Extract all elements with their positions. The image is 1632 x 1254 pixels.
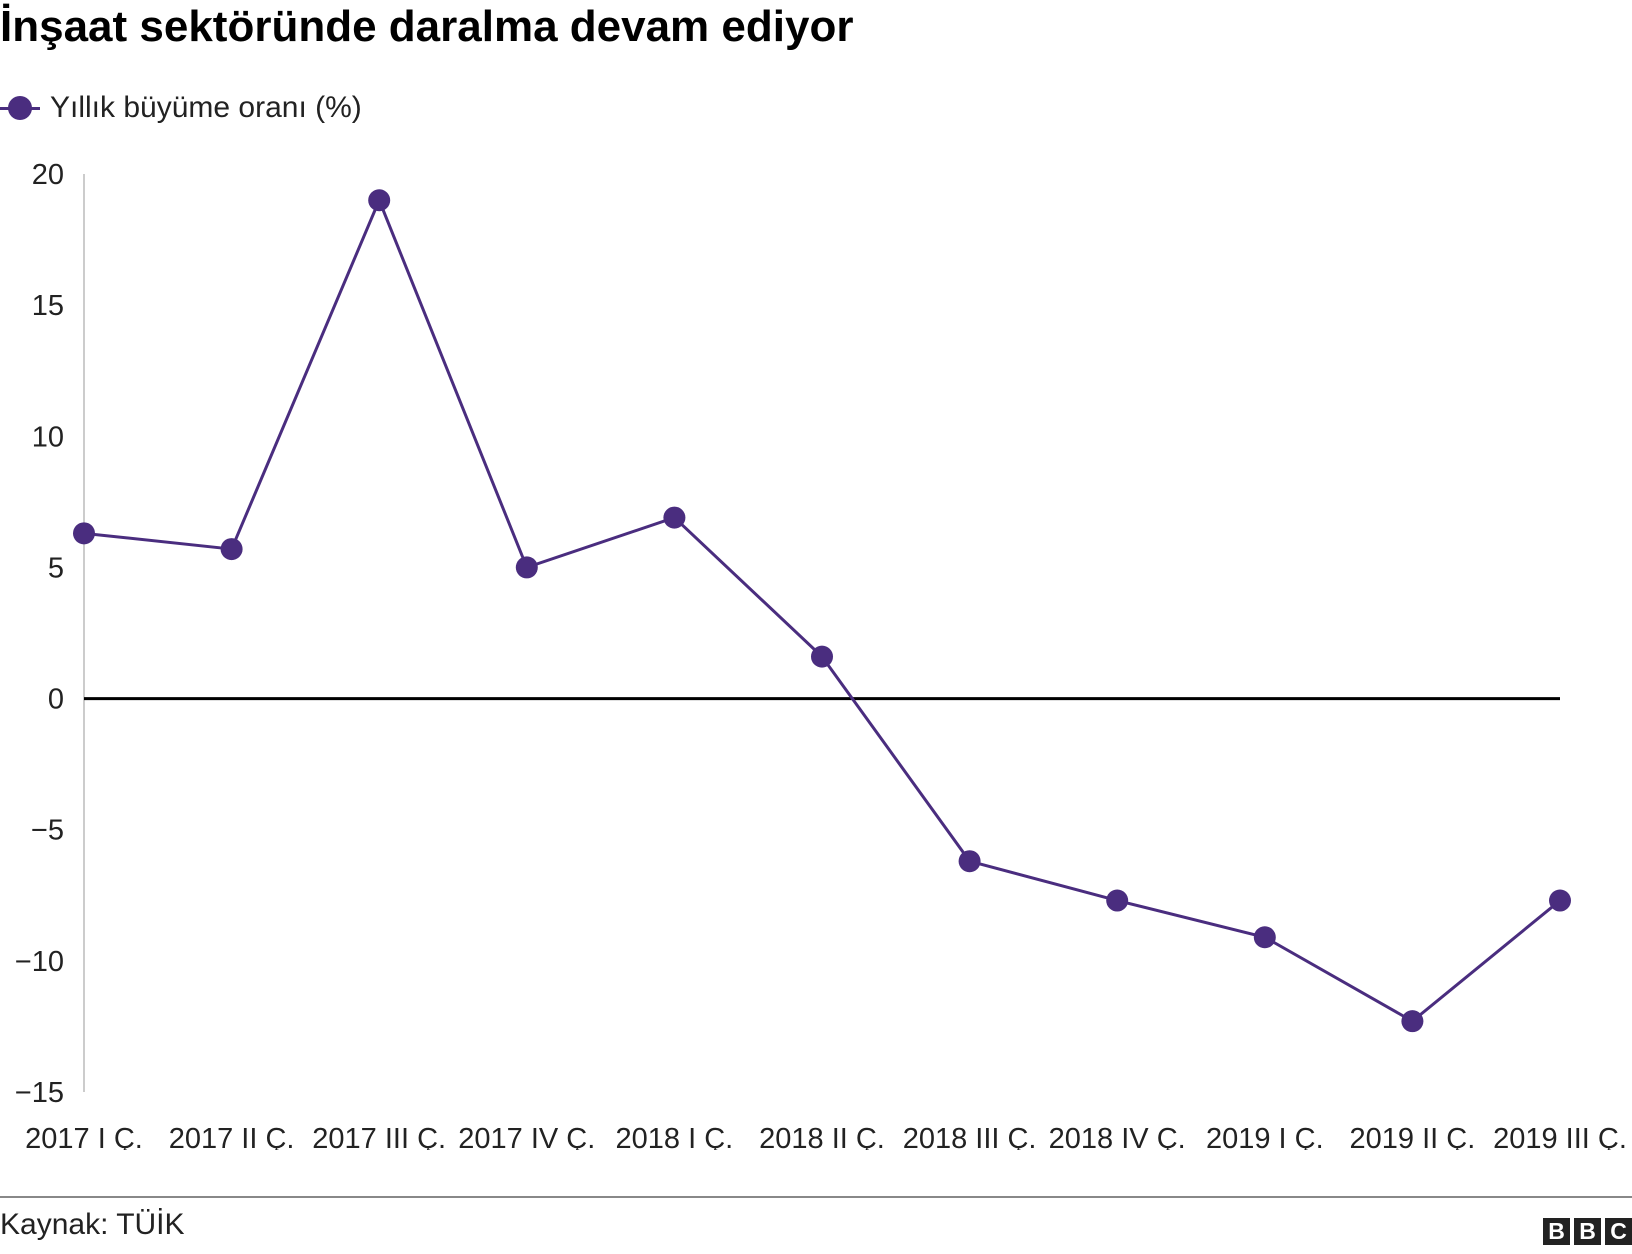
series-line xyxy=(83,196,1561,1023)
x-tick-label: 2017 III Ç. xyxy=(312,1123,446,1150)
y-tick-label: 5 xyxy=(48,552,64,584)
y-tick-label: −5 xyxy=(31,815,64,847)
bbc-logo: B B C xyxy=(1543,1218,1632,1245)
x-tick-label: 2019 III Ç. xyxy=(1493,1123,1627,1150)
data-point xyxy=(220,538,243,561)
chart-title: İnşaat sektöründe daralma devam ediyor xyxy=(0,2,854,51)
x-tick-label: 2017 I Ç. xyxy=(25,1123,143,1150)
y-tick-label: −10 xyxy=(15,946,64,978)
data-point xyxy=(1401,1010,1424,1033)
x-tick-label: 2018 II Ç. xyxy=(759,1123,885,1150)
data-point xyxy=(515,556,538,579)
data-point xyxy=(368,189,391,212)
x-tick-label: 2017 II Ç. xyxy=(169,1123,295,1150)
legend-label: Yıllık büyüme oranı (%) xyxy=(50,91,362,124)
data-point xyxy=(1549,889,1571,912)
data-point xyxy=(958,850,981,873)
logo-letter: B xyxy=(1574,1218,1601,1245)
y-tick-label: 20 xyxy=(32,159,64,191)
y-tick-label: 10 xyxy=(32,421,64,453)
data-point xyxy=(811,645,833,668)
y-tick-label: 15 xyxy=(32,290,64,322)
data-point xyxy=(1253,926,1276,949)
x-tick-label: 2017 IV Ç. xyxy=(458,1123,595,1150)
legend-marker-icon xyxy=(0,88,40,128)
y-tick-label: −15 xyxy=(15,1077,64,1109)
y-axis-ticks: 20 15 10 5 0 −5 −10 −15 xyxy=(15,159,64,1109)
x-axis-ticks: 2017 I Ç. 2017 II Ç. 2017 III Ç. 2017 IV Ç.… xyxy=(25,1123,1627,1150)
x-tick-label: 2018 IV Ç. xyxy=(1049,1123,1186,1150)
data-point xyxy=(663,506,686,529)
source-note: Kaynak: TÜİK xyxy=(0,1208,185,1241)
data-point xyxy=(73,522,95,545)
x-tick-label: 2018 III Ç. xyxy=(903,1123,1037,1150)
x-tick-label: 2019 II Ç. xyxy=(1350,1123,1476,1150)
footer-divider xyxy=(0,1196,1632,1198)
logo-letter: B xyxy=(1543,1218,1570,1245)
logo-letter: C xyxy=(1605,1218,1632,1245)
x-tick-label: 2019 I Ç. xyxy=(1206,1123,1324,1150)
legend: Yıllık büyüme oranı (%) xyxy=(0,88,362,128)
data-points xyxy=(73,189,1571,1033)
y-tick-label: 0 xyxy=(48,684,64,716)
x-tick-label: 2018 I Ç. xyxy=(616,1123,734,1150)
data-point xyxy=(1106,889,1129,912)
